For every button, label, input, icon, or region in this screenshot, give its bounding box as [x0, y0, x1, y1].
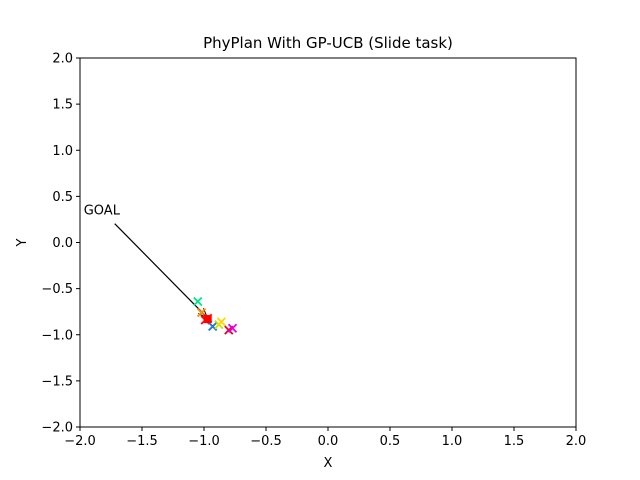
x-tick-label: 0.0 [318, 434, 339, 449]
x-tick-label: −0.5 [250, 434, 282, 449]
x-tick-label: 1.0 [442, 434, 463, 449]
goal-label: GOAL [84, 204, 121, 219]
y-tick-label: −2.0 [41, 421, 73, 436]
x-tick-label: −2.0 [64, 434, 96, 449]
chart-title: PhyPlan With GP-UCB (Slide task) [203, 34, 453, 52]
y-axis: −2.0 −1.5 −1.0 −0.5 0.0 0.5 1.0 1.5 2.0 [41, 52, 80, 436]
x-tick-label: −1.5 [126, 434, 158, 449]
data-points [193, 296, 238, 335]
plot-frame [79, 57, 577, 428]
y-tick-label: 0.5 [52, 190, 73, 205]
x-tick-label: 2.0 [566, 434, 587, 449]
goal-arrow [114, 223, 207, 317]
plot-area [80, 58, 576, 427]
y-tick-label: −1.5 [41, 374, 73, 389]
y-tick-label: −0.5 [41, 282, 73, 297]
y-tick-label: 1.0 [52, 144, 73, 159]
data-point [208, 321, 218, 332]
x-tick-label: −1.0 [188, 434, 220, 449]
x-tick-label: 0.5 [380, 434, 401, 449]
y-tick-label: −1.0 [41, 328, 73, 343]
y-tick-label: 1.5 [52, 98, 73, 113]
goal-marker [203, 315, 212, 324]
x-axis-label: X [324, 456, 333, 471]
y-tick-label: 2.0 [52, 52, 73, 67]
x-tick-label: 1.5 [504, 434, 525, 449]
y-tick-label: 0.0 [52, 236, 73, 251]
y-axis-label: Y [15, 238, 30, 247]
data-point [193, 296, 203, 307]
goal-annotation: GOAL [84, 204, 207, 317]
data-point [216, 317, 226, 327]
data-point [227, 323, 238, 333]
x-axis: −2.0 −1.5 −1.0 −0.5 0.0 0.5 1.0 1.5 2.0 [64, 427, 586, 449]
